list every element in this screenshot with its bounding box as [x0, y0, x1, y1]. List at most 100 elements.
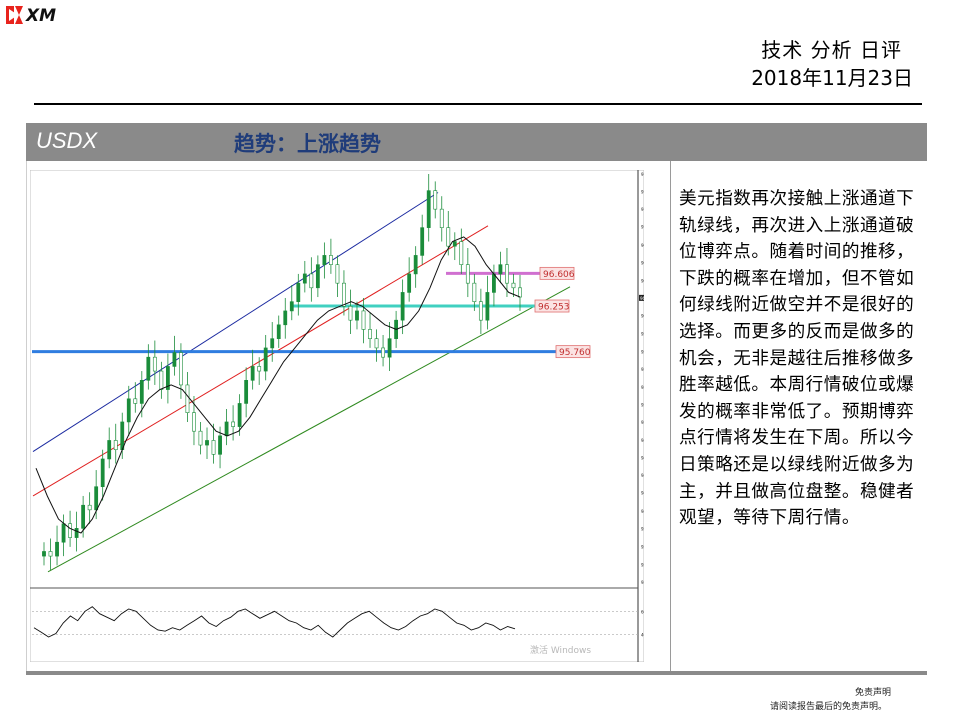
candle-body [126, 398, 131, 423]
candle-body [335, 264, 340, 284]
candle-body [185, 384, 190, 413]
candle-body [348, 305, 353, 321]
report-title: 技术 分析 日评 [761, 38, 902, 62]
disclaimer-title: 免责声明 [855, 688, 892, 698]
candle-body [485, 292, 490, 321]
candle-body [257, 366, 262, 372]
y-tick-label: 94.040 [641, 509, 644, 514]
moving-average-line [35, 236, 521, 534]
y-tick-label: 97.110 [641, 225, 644, 230]
level-price-label: 95.760 [559, 348, 591, 358]
y-tick-label: 96.530 [641, 278, 644, 283]
candle-body [387, 338, 392, 358]
candle-body [296, 282, 301, 302]
xm-logo: XM [6, 6, 56, 26]
y-tick-label: 93.270 [641, 580, 644, 585]
y-tick-label: 94.615 [641, 456, 644, 461]
candle-body [152, 356, 157, 372]
candle-body [446, 227, 451, 247]
report-date: 2018年11月23日 [751, 66, 913, 90]
y-tick-label: 95.570 [641, 367, 644, 372]
candle-body [74, 528, 79, 538]
candle-body [263, 347, 268, 372]
level-price-label: 96.606 [543, 270, 575, 280]
candle-body [94, 486, 99, 511]
svg-text:XM: XM [25, 6, 56, 26]
candle-body [237, 403, 242, 427]
candle-body [159, 370, 164, 390]
y-tick-label: 95.190 [641, 402, 644, 407]
candle-body [413, 255, 418, 275]
candle-body [139, 380, 144, 404]
y-tick-label: 93.655 [641, 544, 644, 549]
y-tick-label: 94.425 [641, 473, 644, 478]
candle-body [492, 273, 496, 293]
y-tick-label: 97.300 [641, 207, 644, 212]
header-divider [34, 103, 922, 105]
candle-body [302, 273, 307, 284]
analysis-commentary: 美元指数再次接触上涨通道下轨绿线，再次进入上涨通道破位博弈点。随着时间的推移，下… [679, 189, 915, 529]
y-tick-label: 95.000 [641, 420, 644, 425]
candle-body [81, 504, 86, 529]
candle-body [452, 241, 457, 247]
candle-body [478, 301, 483, 321]
level-price-tag [555, 345, 591, 359]
candle-body [315, 264, 320, 289]
candle-body [133, 398, 138, 404]
candle-body [192, 412, 196, 432]
candle-body [68, 523, 72, 538]
candle-body [329, 255, 333, 265]
y-tick-label: 95.955 [641, 332, 644, 337]
candle-body [42, 551, 46, 557]
symbol-label: USDX [36, 128, 98, 153]
candle-body [172, 352, 177, 367]
candle-body [270, 338, 275, 349]
candle-body [61, 523, 66, 543]
candle-body [165, 366, 170, 390]
candle-body [511, 282, 516, 289]
y-tick-label: 95.380 [641, 385, 644, 390]
indicator-tick-label: 40 [641, 633, 644, 638]
candle-body [211, 440, 216, 455]
candle-body [231, 421, 235, 427]
candle-body [465, 264, 470, 284]
y-tick-label: 97.490 [641, 190, 644, 195]
indicator-line [33, 606, 516, 638]
candle-body [407, 273, 412, 293]
candle-body [224, 421, 229, 437]
y-tick-label: 93.460 [641, 562, 644, 567]
candle-body [87, 504, 92, 511]
candle-body [309, 273, 314, 289]
candle-body [505, 264, 509, 284]
channel-upper-line [32, 192, 439, 452]
candle-body [250, 366, 255, 381]
candle-body [518, 287, 522, 298]
y-tick-label: 97.680 [641, 172, 644, 177]
level-price-tag [539, 266, 575, 280]
candle-body [322, 255, 327, 265]
candle-body [107, 440, 112, 460]
candle-body [205, 440, 209, 446]
candle-body [146, 356, 151, 381]
level-price-label: 96.253 [538, 303, 570, 313]
candle-body [355, 310, 359, 321]
footer-divider [26, 671, 927, 675]
candle-body [368, 329, 372, 339]
y-tick-label: 94.235 [641, 491, 644, 496]
channel-lower-line [47, 286, 571, 573]
candle-body [198, 430, 203, 446]
candle-body [400, 292, 405, 321]
candle-body [472, 282, 477, 302]
candle-body [48, 551, 53, 557]
candle-body [244, 380, 249, 404]
candle-body [361, 310, 366, 330]
candle-body [276, 324, 281, 339]
candle-body [179, 352, 183, 386]
content-frame [26, 161, 928, 674]
candle-body [426, 190, 431, 228]
indicator-tick-label: 60 [641, 609, 644, 614]
current-price-label: 96.341 [640, 296, 644, 301]
candle-body [381, 347, 385, 358]
price-chart: 97.680 97.490 97.300 97.110 96.915 96.725 96.5… [29, 169, 655, 663]
y-tick-label: 95.760 [641, 350, 644, 355]
